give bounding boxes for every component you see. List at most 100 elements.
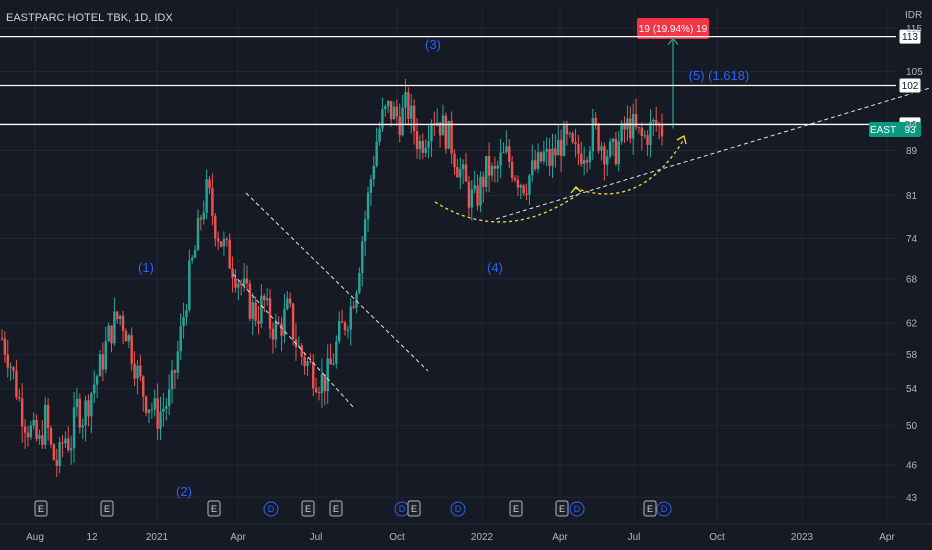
candle-body: [18, 397, 21, 399]
candle-body: [594, 117, 597, 125]
candle-body: [646, 135, 649, 145]
candle-body: [133, 363, 136, 379]
candle-body: [75, 398, 79, 408]
earnings-icon[interactable]: [407, 500, 421, 517]
candle-body: [202, 212, 205, 220]
candle-body: [191, 257, 194, 261]
earnings-icon[interactable]: [509, 500, 523, 517]
event-letter: E: [305, 504, 311, 514]
earnings-icon[interactable]: [34, 500, 48, 517]
candle-body: [104, 341, 107, 370]
dividend-icon[interactable]: [569, 501, 585, 517]
candle-body: [430, 123, 433, 142]
dividend-icon[interactable]: [263, 501, 279, 517]
candle-body: [231, 268, 234, 278]
candle-body: [20, 398, 24, 427]
earnings-icon[interactable]: [555, 500, 569, 517]
candle-body: [533, 160, 537, 169]
candle-body: [257, 320, 260, 324]
candle-body: [165, 406, 168, 409]
candle-body: [369, 179, 373, 193]
candle-body: [444, 115, 448, 149]
candle-body: [562, 125, 566, 156]
candle-body: [617, 141, 620, 165]
earnings-icon[interactable]: [301, 500, 315, 517]
candle-body: [631, 114, 635, 139]
candle-body: [162, 408, 165, 412]
candle-body: [225, 238, 229, 240]
y-tick-label: 74: [906, 234, 918, 245]
candle-body: [95, 376, 99, 385]
candle-body: [170, 370, 174, 390]
candle-body: [309, 361, 312, 363]
candle-body: [116, 311, 119, 320]
y-tick-label: 89: [906, 146, 918, 157]
channel-lower-line: [232, 273, 355, 409]
candle-body: [438, 122, 442, 136]
candle-body: [559, 140, 563, 156]
candle-body: [470, 189, 473, 208]
current-price-tag: [869, 122, 921, 138]
candle-body: [9, 367, 12, 369]
y-tick-label: 50: [906, 421, 918, 432]
candle-body: [608, 141, 612, 157]
candle-body: [343, 322, 347, 331]
candle-body: [355, 292, 358, 308]
level-tag: [898, 28, 922, 45]
earnings-icon[interactable]: [100, 500, 114, 517]
earnings-icon[interactable]: [643, 500, 657, 517]
y-tick-label: 62: [906, 318, 918, 329]
candle-body: [240, 283, 243, 285]
candle-body: [660, 124, 664, 137]
x-tick-label: Aug: [26, 532, 44, 543]
candle-body: [464, 164, 468, 182]
x-tick-label: Apr: [552, 532, 568, 543]
candle-body: [211, 188, 214, 216]
x-tick-label: Oct: [389, 532, 405, 543]
candle-body: [479, 176, 482, 206]
candle-body: [69, 448, 73, 451]
event-letter: D: [268, 504, 275, 514]
y-tick-label: 58: [906, 350, 918, 361]
candle-body: [545, 148, 548, 152]
dividend-icon[interactable]: [656, 501, 672, 517]
wave-label: (4): [487, 260, 503, 275]
x-axis: Aug 12 2021 Apr Jul Oct 2022 Apr Jul Oct 2023 Apr: [0, 523, 932, 543]
candle-body: [389, 101, 393, 120]
candle-body: [493, 165, 497, 169]
candle-body: [349, 306, 352, 330]
projection-tag: [637, 18, 709, 39]
candle-body: [0, 338, 4, 340]
support-trendline: [495, 87, 931, 220]
candle-body: [254, 302, 257, 321]
candle-body: [510, 161, 514, 178]
candle-body: [326, 358, 329, 392]
curve-arrow-head: [676, 135, 687, 145]
candle-body: [64, 438, 67, 444]
candle-body: [603, 146, 606, 165]
currency-label: IDR: [905, 10, 922, 21]
earnings-icon[interactable]: [329, 500, 343, 517]
current-symbol-label: EAST: [870, 125, 896, 136]
candle-body: [571, 133, 574, 143]
dividend-icon[interactable]: [450, 501, 466, 517]
candle-body: [456, 167, 459, 178]
candle-body: [124, 331, 128, 342]
candle-body: [55, 459, 58, 466]
candle-body: [306, 361, 309, 367]
candle-body: [289, 298, 292, 304]
candle-body: [519, 185, 522, 188]
candle-body: [412, 105, 416, 132]
earnings-icon[interactable]: [207, 500, 221, 517]
candle-body: [234, 277, 237, 288]
candle-body: [473, 185, 476, 190]
candle-body: [600, 146, 603, 151]
candle-body: [557, 140, 560, 156]
candle-body: [6, 354, 9, 368]
candle-body: [352, 306, 355, 308]
candle-body: [395, 106, 399, 117]
curve-arrow-head: [570, 186, 582, 194]
candle-body: [637, 127, 641, 129]
